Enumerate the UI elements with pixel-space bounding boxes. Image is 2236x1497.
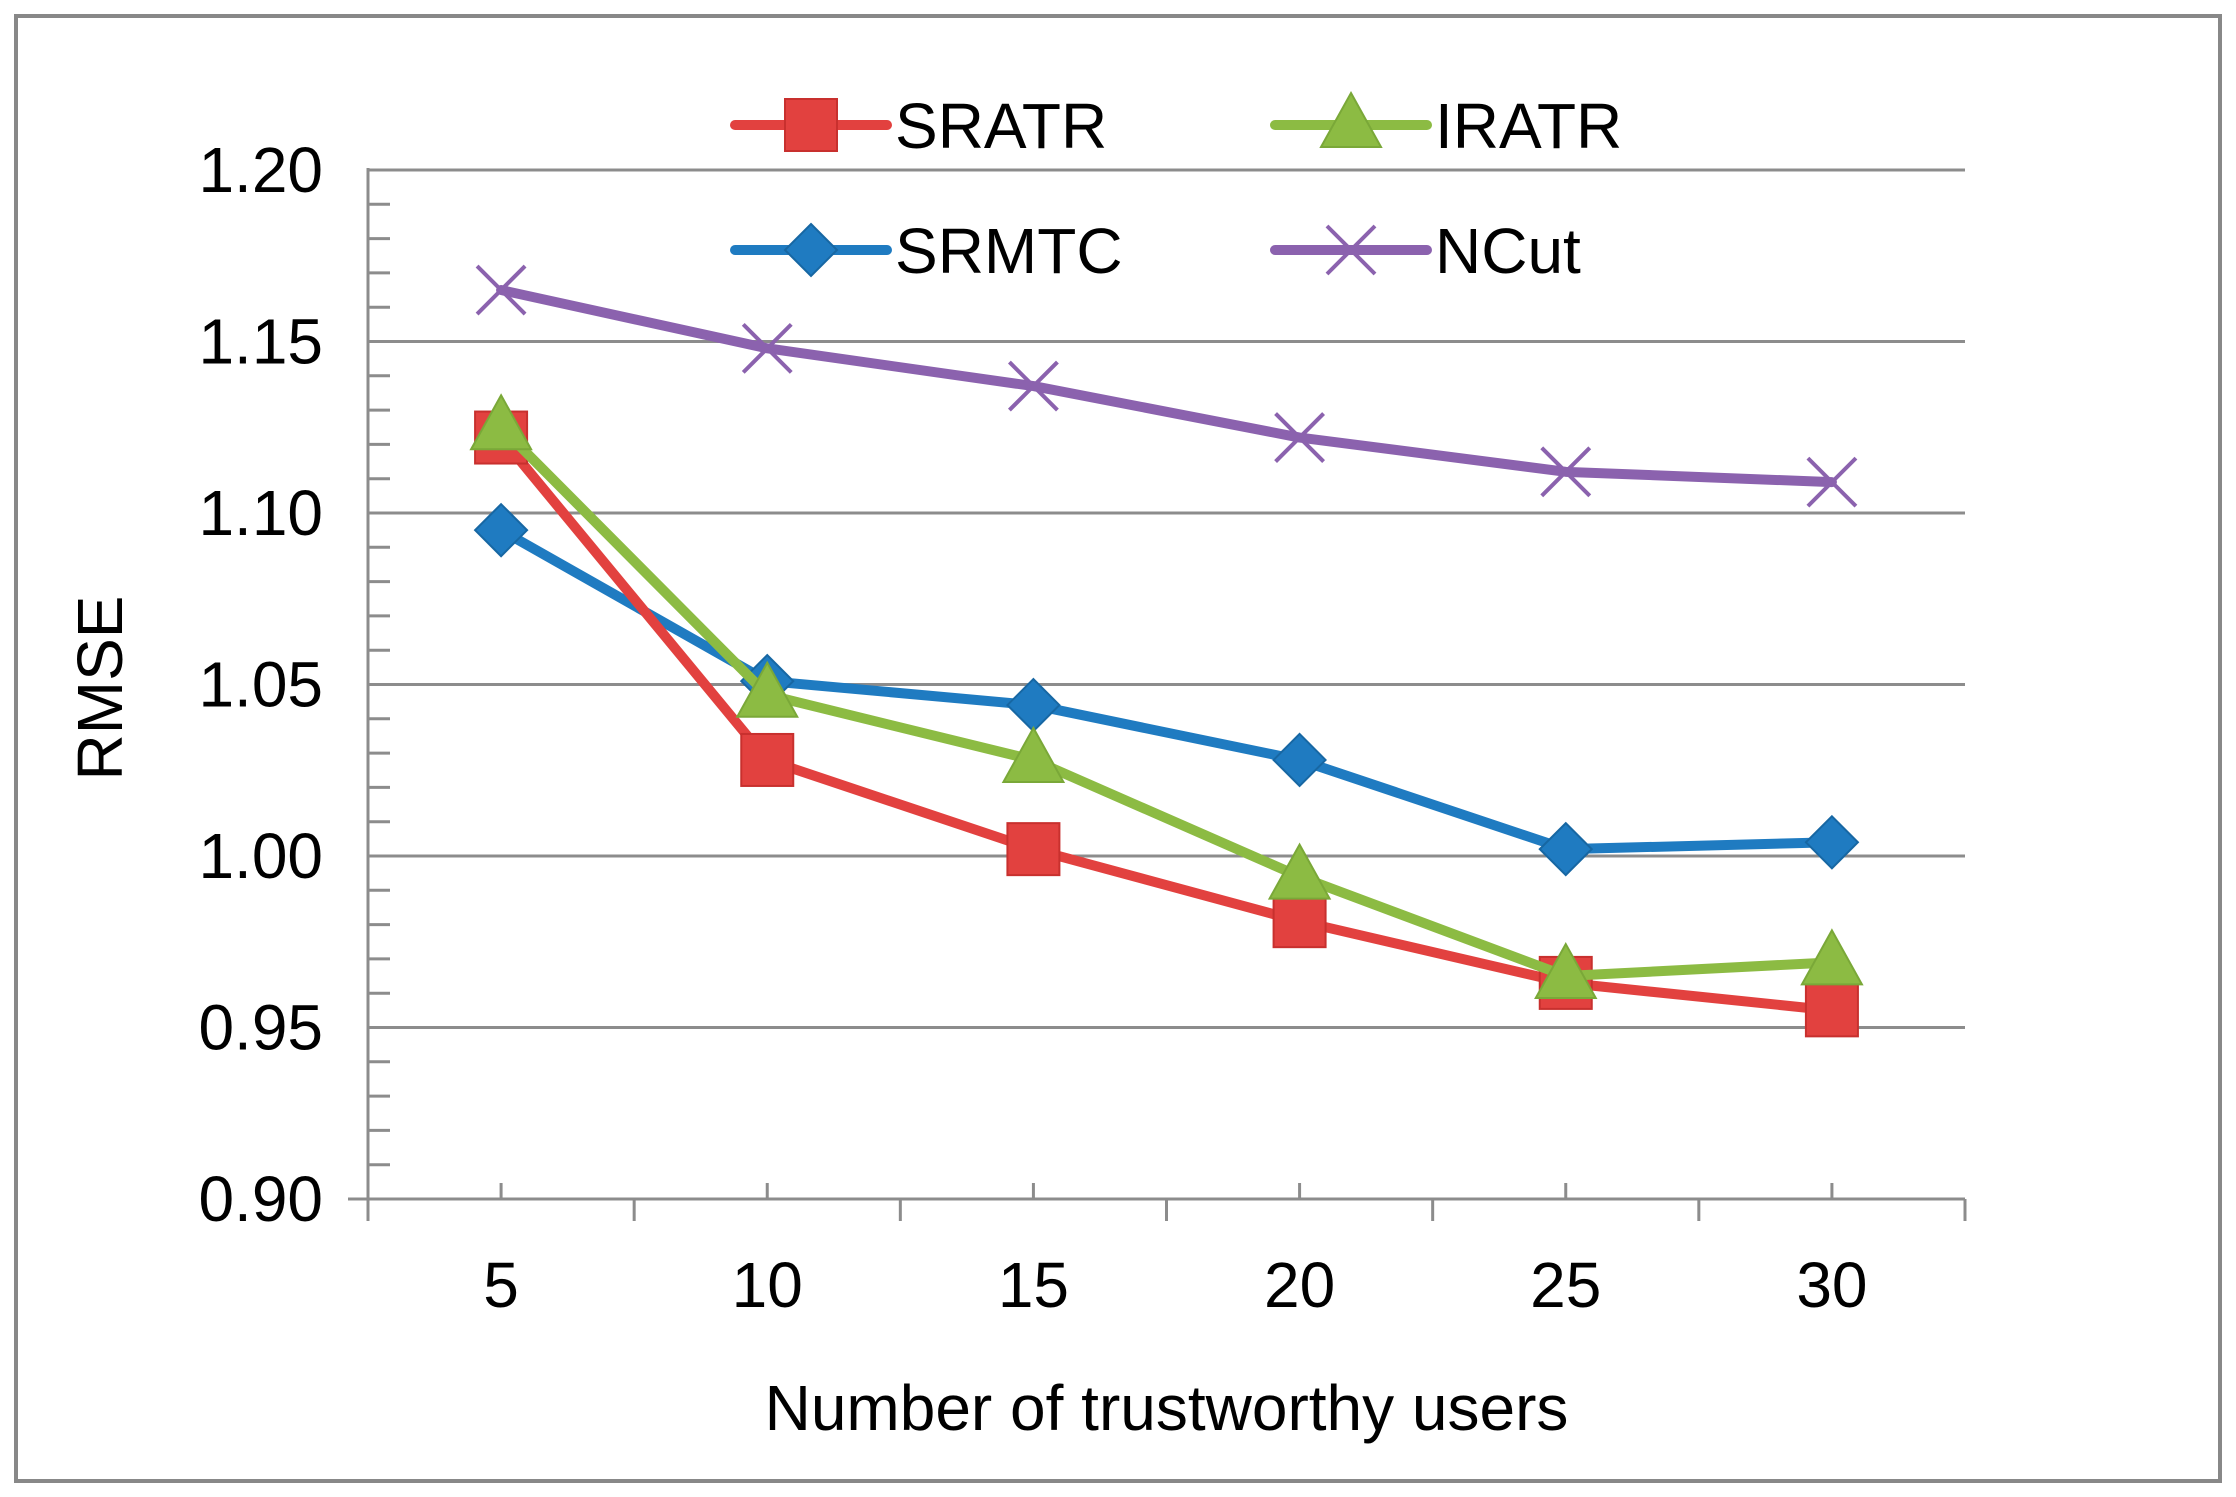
point-iratr	[1267, 842, 1332, 900]
legend-label-srmtc: SRMTC	[895, 215, 1123, 287]
x-tick-label: 25	[1530, 1249, 1601, 1321]
point-ncut	[475, 264, 527, 316]
legend-label-ncut: NCut	[1435, 215, 1581, 287]
x-tick-label: 20	[1264, 1249, 1335, 1321]
point-sratr	[740, 732, 795, 787]
point-iratr	[469, 393, 533, 451]
point-srmtc	[1272, 732, 1327, 788]
point-ncut-stroke	[1274, 412, 1325, 463]
series-line-iratr	[496, 422, 1837, 982]
x-tick-label: 10	[732, 1249, 803, 1321]
legend-item-ncut: NCut	[1270, 215, 1581, 287]
point-srmtc	[1804, 814, 1860, 870]
y-axis-title: RMSE	[64, 596, 136, 781]
legend-label-iratr: IRATR	[1435, 90, 1622, 162]
legend-marker-srmtc	[783, 222, 839, 278]
legend-marker-ncut	[1325, 224, 1377, 276]
point-ncut-stroke	[1806, 456, 1858, 508]
point-ncut-stroke	[475, 264, 527, 316]
grid-lines	[368, 168, 1965, 1029]
y-tick-label: 1.20	[198, 134, 323, 206]
legend-marker-iratr	[1319, 90, 1383, 148]
point-ncut	[741, 322, 793, 374]
point-ncut	[1008, 360, 1059, 412]
y-tick-label: 1.00	[198, 820, 323, 892]
point-ncut	[1540, 446, 1592, 498]
legend-item-srmtc: SRMTC	[730, 215, 1123, 287]
y-tick-label: 1.10	[198, 477, 323, 549]
legend-marker-sratr	[784, 98, 838, 152]
point-iratr	[1534, 941, 1598, 1000]
point-srmtc	[1538, 821, 1594, 877]
point-ncut-stroke	[1540, 446, 1592, 498]
axes: 0.90 0.95 1.00 1.05 1.10 1.15 1.20 5 10 15 20 25 30	[198, 134, 1967, 1321]
legend-marker-ncut-stroke	[1325, 224, 1377, 276]
series-line-sratr	[496, 432, 1837, 1016]
point-ncut-stroke	[1008, 360, 1059, 412]
point-iratr	[1800, 928, 1864, 986]
legend: SRATR IRATR SRMTC NCut	[730, 90, 1622, 287]
point-sratr	[1804, 983, 1859, 1038]
point-iratr	[735, 660, 799, 718]
legend-label-sratr: SRATR	[895, 90, 1107, 162]
legend-item-sratr: SRATR	[730, 90, 1107, 162]
legend-item-iratr: IRATR	[1270, 90, 1622, 162]
x-axis-title: Number of trustworthy users	[765, 1372, 1569, 1444]
x-tick-label: 30	[1796, 1249, 1867, 1321]
point-sratr	[1006, 822, 1061, 877]
series-line-ncut	[496, 285, 1837, 488]
y-tick-label: 0.90	[198, 1163, 323, 1235]
point-srmtc	[473, 502, 529, 558]
point-ncut	[1806, 456, 1858, 508]
y-tick-label: 1.15	[198, 306, 323, 378]
series-ncut	[475, 264, 1858, 508]
x-tick-label: 5	[483, 1249, 519, 1321]
y-tick-label: 1.05	[198, 649, 323, 721]
point-ncut	[1274, 412, 1325, 463]
series	[469, 264, 1864, 1038]
chart-frame	[14, 14, 2222, 1483]
point-ncut-stroke	[741, 322, 793, 374]
series-iratr	[469, 393, 1864, 1000]
y-tick-label: 0.95	[198, 992, 323, 1064]
point-iratr	[1001, 725, 1066, 783]
point-sratr	[1272, 894, 1327, 949]
x-tick-label: 15	[998, 1249, 1069, 1321]
